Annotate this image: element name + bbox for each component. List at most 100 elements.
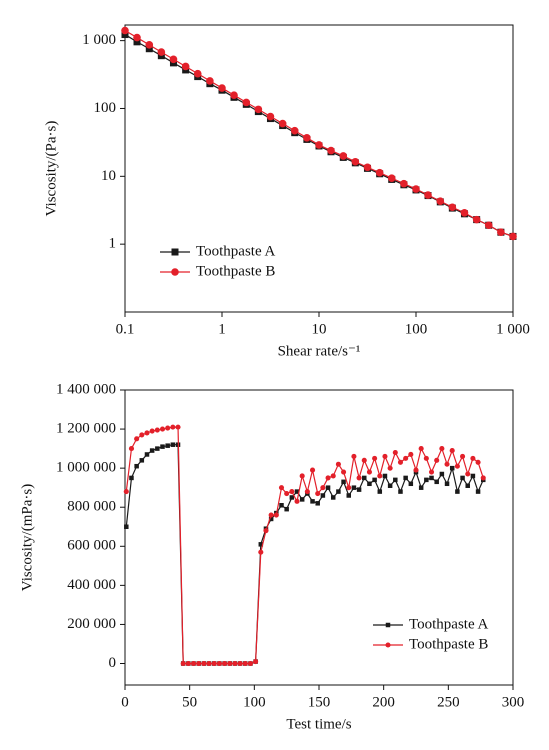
data-point <box>315 141 323 149</box>
data-point <box>444 481 450 487</box>
data-point <box>356 475 362 481</box>
data-point <box>258 542 264 547</box>
data-point <box>185 660 191 667</box>
data-point <box>327 146 335 155</box>
data-point <box>268 512 274 518</box>
data-point <box>341 469 347 475</box>
data-point <box>128 446 135 452</box>
data-point <box>121 31 129 39</box>
data-point <box>157 48 166 56</box>
data-point <box>170 442 176 447</box>
data-point <box>351 485 357 490</box>
x-tick-label: 300 <box>502 694 525 710</box>
data-point <box>448 203 457 212</box>
data-point <box>230 91 238 99</box>
x-tick-label: 150 <box>308 694 331 710</box>
y-tick-label: 10 <box>101 168 116 184</box>
data-point <box>400 179 408 188</box>
data-point <box>139 458 145 463</box>
data-point <box>310 499 315 504</box>
data-point <box>341 479 346 485</box>
x-tick-label: 0 <box>121 694 129 710</box>
data-point <box>309 467 316 473</box>
data-point <box>279 503 284 508</box>
data-point <box>439 446 445 452</box>
data-point <box>294 489 300 494</box>
data-point <box>454 463 460 469</box>
data-point <box>273 512 279 518</box>
data-point <box>268 516 274 522</box>
x-tick-label: 0.1 <box>116 321 135 337</box>
data-point <box>180 660 186 667</box>
data-point <box>361 457 367 463</box>
x-tick-label: 100 <box>243 694 266 710</box>
data-point <box>222 660 228 667</box>
data-point <box>175 424 181 430</box>
data-point <box>428 469 435 475</box>
data-point <box>242 98 251 107</box>
data-point <box>263 528 269 534</box>
x-tick-label: 10 <box>312 321 327 337</box>
data-point <box>320 493 326 498</box>
data-point <box>429 475 434 481</box>
data-point <box>278 119 287 128</box>
data-point <box>335 461 341 467</box>
data-point <box>362 475 367 481</box>
data-point <box>159 426 166 432</box>
data-point <box>434 479 439 485</box>
y-tick-label: 600 000 <box>67 538 116 554</box>
data-point <box>129 475 134 481</box>
data-point <box>206 660 212 667</box>
data-point <box>418 446 424 452</box>
data-point <box>449 465 455 471</box>
data-point <box>294 498 300 504</box>
data-point <box>346 485 352 491</box>
data-point <box>455 489 460 494</box>
x-tick-label: 50 <box>182 694 197 710</box>
data-point <box>475 459 481 465</box>
data-point <box>278 485 285 491</box>
data-point <box>330 495 336 500</box>
data-point <box>424 191 432 199</box>
data-point <box>181 62 190 71</box>
data-point <box>320 485 326 491</box>
data-point <box>133 38 141 46</box>
data-point <box>351 453 357 459</box>
data-point <box>201 660 207 667</box>
data-point <box>211 660 217 667</box>
data-point <box>475 489 481 494</box>
data-point <box>193 69 202 78</box>
data-point <box>155 446 160 451</box>
y-tick-label: 1 000 <box>82 32 116 48</box>
data-point <box>444 461 450 467</box>
y-tick-label: 1 <box>109 236 117 252</box>
data-point <box>484 221 493 230</box>
data-point <box>258 549 264 555</box>
data-point <box>315 490 321 497</box>
data-point <box>351 157 360 166</box>
data-point <box>227 660 233 667</box>
data-point <box>377 473 383 479</box>
data-point <box>413 467 419 473</box>
y-tick-label: 1 000 000 <box>56 460 116 476</box>
data-point <box>154 427 160 433</box>
data-point <box>418 485 424 490</box>
legend-marker <box>385 642 391 648</box>
data-point <box>403 455 409 461</box>
data-point <box>303 133 311 142</box>
data-point <box>372 477 377 483</box>
data-point <box>330 473 336 479</box>
legend-marker <box>171 268 179 276</box>
data-point <box>465 471 471 477</box>
data-point <box>372 455 378 461</box>
data-point <box>206 77 214 85</box>
legend-label: Toothpaste A <box>409 616 489 632</box>
data-point <box>398 489 403 494</box>
data-point <box>134 436 140 442</box>
data-point <box>325 475 331 481</box>
data-point <box>366 469 372 475</box>
data-point <box>190 660 197 667</box>
data-point <box>367 481 372 487</box>
data-point <box>356 487 362 492</box>
